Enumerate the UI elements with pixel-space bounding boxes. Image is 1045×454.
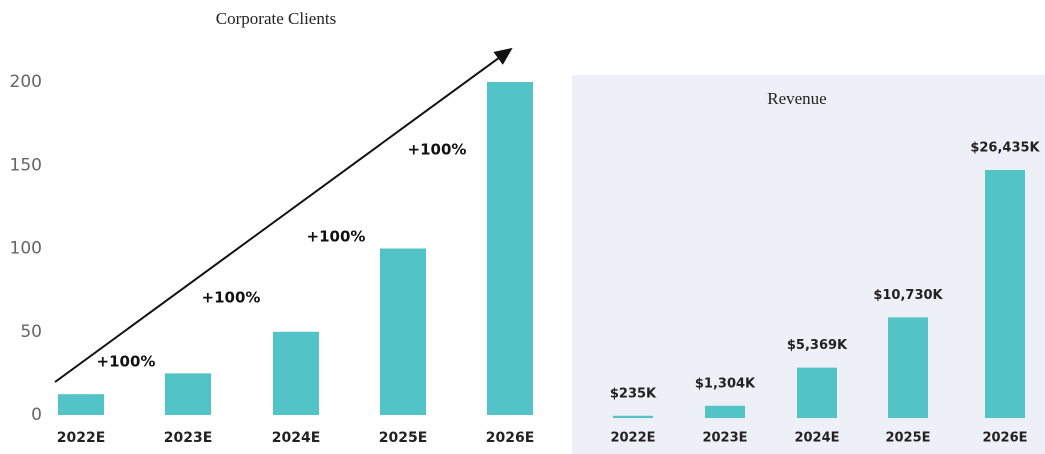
bar xyxy=(165,373,211,415)
y-tick-label: 100 xyxy=(10,239,42,259)
growth-arrow xyxy=(54,47,513,383)
value-label: $26,435K xyxy=(970,141,1040,156)
x-tick-label: 2026E xyxy=(982,431,1027,446)
chart-title: Revenue xyxy=(767,89,826,108)
x-tick-label: 2022E xyxy=(610,431,655,446)
x-tick-label: 2026E xyxy=(486,430,535,446)
y-tick-label: 200 xyxy=(10,72,42,92)
bar xyxy=(705,405,745,418)
bar xyxy=(613,415,653,418)
value-label: $1,304K xyxy=(695,376,756,391)
value-label: $10,730K xyxy=(873,288,943,303)
x-tick-label: 2023E xyxy=(702,431,747,446)
chart-title: Corporate Clients xyxy=(216,9,336,28)
y-tick-label: 0 xyxy=(31,405,42,425)
x-tick-label: 2025E xyxy=(379,430,428,446)
y-tick-label: 150 xyxy=(10,155,42,175)
y-tick-label: 50 xyxy=(20,322,42,342)
value-label: $5,369K xyxy=(787,338,848,353)
value-label: $235K xyxy=(610,386,657,401)
bar xyxy=(58,394,104,415)
x-tick-label: 2024E xyxy=(272,430,321,446)
annotation: +100% xyxy=(202,289,261,307)
bar xyxy=(273,331,319,415)
x-tick-label: 2025E xyxy=(885,431,930,446)
annotation: +100% xyxy=(408,141,467,159)
x-tick-label: 2023E xyxy=(164,430,213,446)
x-tick-label: 2024E xyxy=(794,431,839,446)
bar xyxy=(487,82,533,415)
bar xyxy=(797,367,837,418)
annotation: +100% xyxy=(97,353,156,371)
annotation: +100% xyxy=(307,228,366,246)
bar xyxy=(380,248,426,415)
bar xyxy=(888,317,928,418)
bar xyxy=(985,170,1025,418)
x-tick-label: 2022E xyxy=(57,430,106,446)
